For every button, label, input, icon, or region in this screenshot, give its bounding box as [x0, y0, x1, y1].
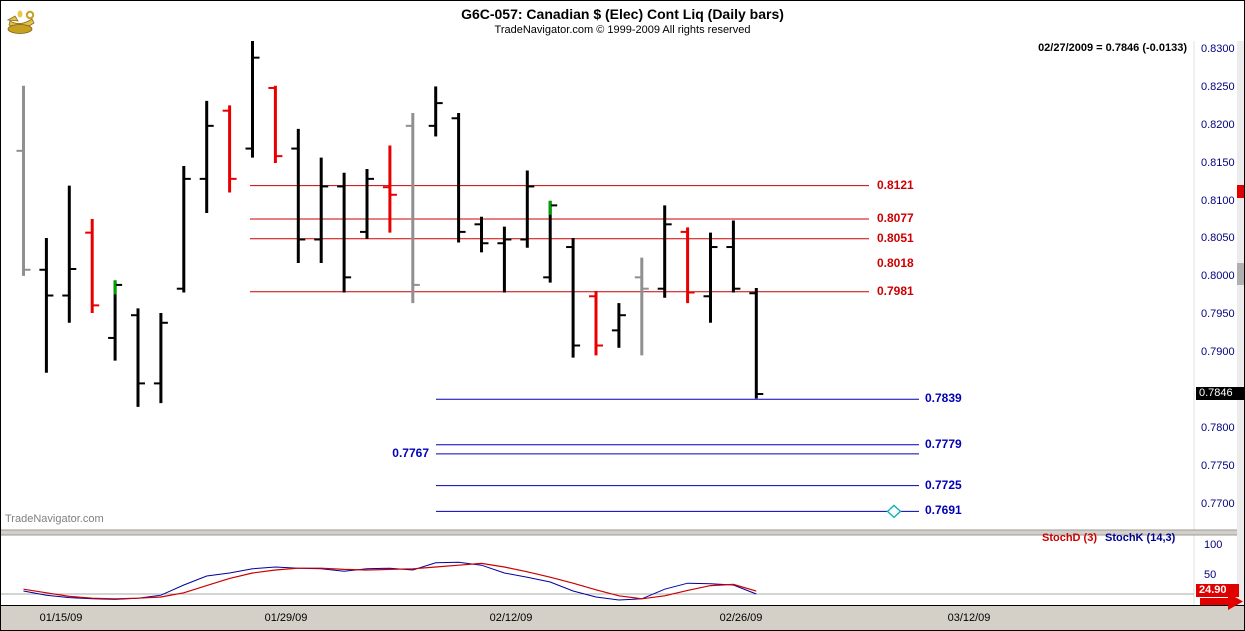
watermark: TradeNavigator.com	[5, 513, 104, 525]
stoch-value-box: 24.90	[1196, 584, 1239, 597]
stoch-d-line	[23, 562, 757, 600]
copyright-line: TradeNavigator.com © 1999-2009 All right…	[494, 24, 751, 36]
quote-readout: 02/27/2009 = 0.7846 (-0.0133)	[1038, 42, 1187, 54]
last-price-box: 0.7846	[1196, 387, 1244, 400]
date-axis-strip	[1, 605, 1244, 630]
stoch-k-label: StochK (14,3)	[1105, 532, 1176, 544]
genie-lamp-logo	[6, 10, 35, 34]
scroll-right-arrow[interactable]	[1200, 593, 1243, 610]
pane-splitter[interactable]	[1, 530, 1245, 535]
chart-title: G6C-057: Canadian $ (Elec) Cont Liq (Dai…	[461, 6, 784, 22]
scrollbar-thumb[interactable]	[1237, 263, 1244, 285]
diamond-marker-icon[interactable]	[886, 504, 902, 519]
stoch-d-label: StochD (3)	[1042, 532, 1097, 544]
right-scrollbar-track[interactable]	[1237, 41, 1244, 605]
scrollbar-price-marker[interactable]	[1237, 185, 1244, 198]
